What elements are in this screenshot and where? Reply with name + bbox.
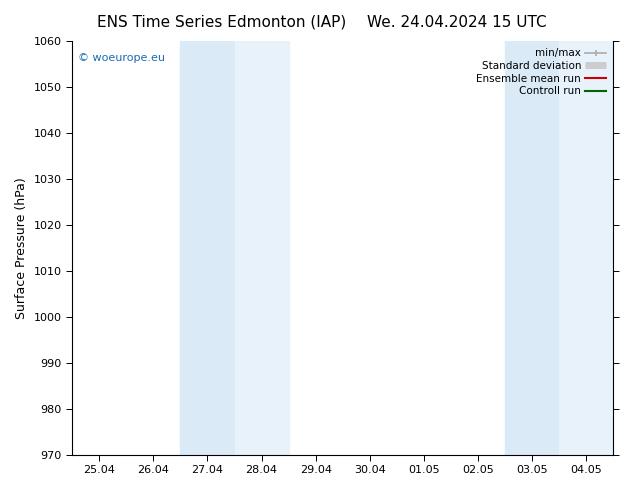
Text: We. 24.04.2024 15 UTC: We. 24.04.2024 15 UTC xyxy=(366,15,547,30)
Bar xyxy=(505,41,559,455)
Bar xyxy=(235,41,288,455)
Y-axis label: Surface Pressure (hPa): Surface Pressure (hPa) xyxy=(15,177,28,318)
Bar xyxy=(180,41,235,455)
Bar xyxy=(559,41,614,455)
Legend: min/max, Standard deviation, Ensemble mean run, Controll run: min/max, Standard deviation, Ensemble me… xyxy=(474,46,608,98)
Text: ENS Time Series Edmonton (IAP): ENS Time Series Edmonton (IAP) xyxy=(97,15,347,30)
Text: © woeurope.eu: © woeurope.eu xyxy=(77,53,164,64)
